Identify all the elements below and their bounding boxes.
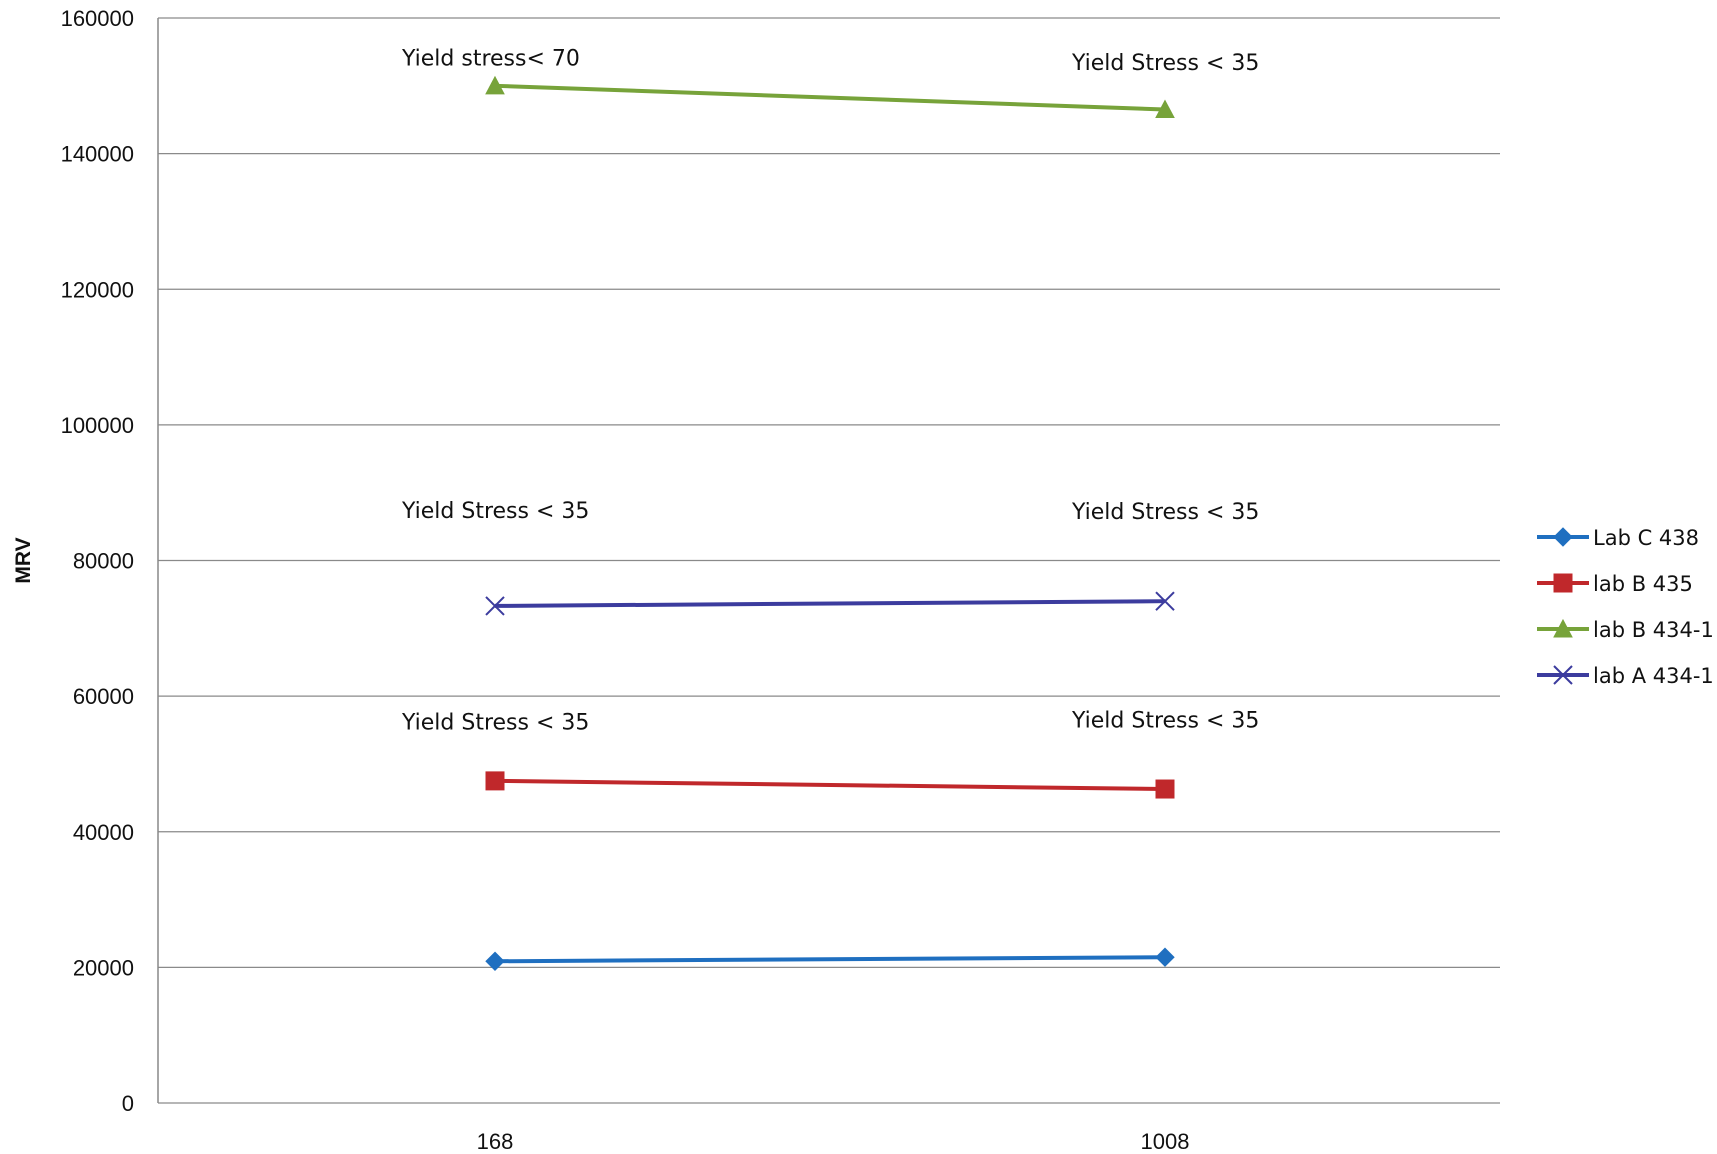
data-point-x-stroke	[485, 596, 505, 616]
y-tick-label: 80000	[73, 549, 134, 574]
series-line	[494, 599, 1166, 608]
data-point-x-stroke	[1155, 591, 1175, 611]
legend-item: Lab C 438	[1537, 526, 1699, 550]
legend-label: lab A 434-1	[1593, 664, 1714, 688]
annotation-label: Yield Stress < 35	[401, 499, 589, 524]
y-tick-label: 60000	[73, 684, 134, 709]
data-point-triangle	[1155, 99, 1175, 119]
data-point-square	[1155, 779, 1175, 799]
annotation-label: Yield Stress < 35	[1071, 708, 1259, 733]
data-point-triangle	[1553, 618, 1573, 638]
data-point-diamond	[1553, 527, 1573, 547]
data-point-square	[1553, 573, 1573, 593]
x-tick-labels: 168 1008	[477, 1129, 1190, 1154]
data-point-square	[485, 771, 505, 791]
y-tick-label: 140000	[61, 142, 134, 167]
annotations: Yield stress< 70 Yield Stress < 35 Yield S…	[401, 46, 1259, 735]
legend-label: lab B 434-1	[1593, 618, 1714, 642]
annotation-label: Yield stress< 70	[401, 46, 580, 71]
y-tick-label: 20000	[73, 955, 134, 980]
series-lab-a-434-1	[485, 591, 1175, 616]
y-tick-label: 160000	[61, 6, 134, 31]
legend-label: lab B 435	[1593, 572, 1693, 596]
data-point-x	[1155, 591, 1175, 611]
series-lab-b-434-1	[485, 75, 1175, 119]
legend-item: lab B 435	[1537, 572, 1693, 596]
x-tick-label: 168	[477, 1129, 514, 1154]
y-tick-label: 0	[122, 1091, 134, 1116]
y-tick-label: 120000	[61, 277, 134, 302]
y-tick-labels: 0 20000 40000 60000 80000 100000 120000 140000 1…	[61, 6, 134, 1116]
gridlines	[158, 17, 1500, 1104]
data-point-x	[485, 596, 505, 616]
data-point-diamond	[1155, 947, 1175, 967]
data-point-triangle	[485, 75, 505, 95]
y-tick-label: 100000	[61, 413, 134, 438]
series-lab-c-438	[485, 947, 1175, 971]
x-tick-label: 1008	[1141, 1129, 1190, 1154]
series-lab-b-435	[485, 771, 1175, 799]
annotation-label: Yield Stress < 35	[1071, 51, 1259, 76]
legend-label: Lab C 438	[1593, 526, 1699, 550]
y-tick-label: 40000	[73, 820, 134, 845]
legend: Lab C 438 lab B 435 lab B 434-1 lab A 434-1	[1537, 526, 1714, 688]
series-line	[494, 778, 1166, 792]
series-lines	[485, 75, 1175, 971]
data-point-x-stroke	[1553, 665, 1573, 685]
series-line	[494, 955, 1166, 964]
annotation-label: Yield Stress < 35	[1071, 500, 1259, 525]
series-line	[494, 83, 1166, 112]
data-point-diamond	[485, 951, 505, 971]
data-point-x	[1553, 665, 1573, 685]
y-axis-title: MRV	[12, 537, 35, 583]
annotation-label: Yield Stress < 35	[401, 710, 589, 735]
legend-item: lab A 434-1	[1537, 664, 1714, 688]
legend-item: lab B 434-1	[1537, 618, 1714, 642]
